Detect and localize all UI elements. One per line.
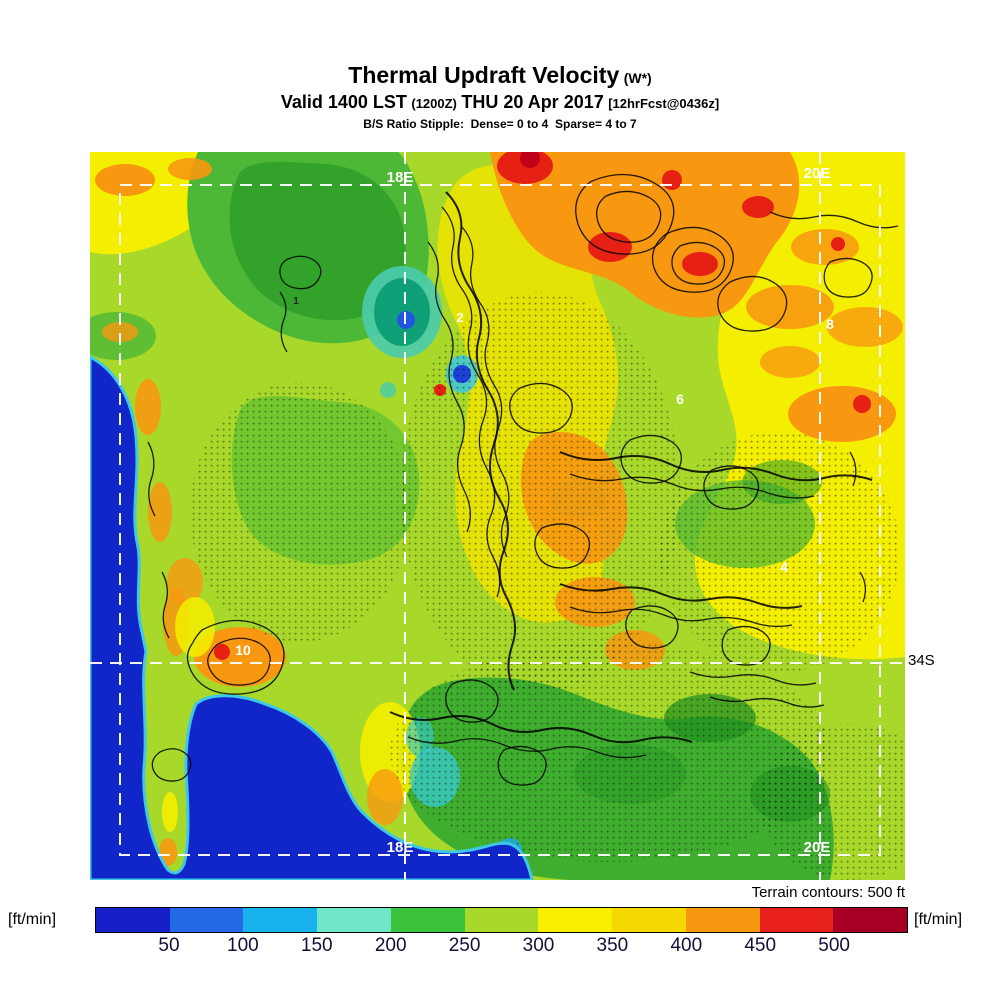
ocean-layer xyxy=(90,355,534,880)
colorbar-tick-label: 450 xyxy=(744,935,777,956)
colorbar-tick-label: 350 xyxy=(596,935,629,956)
colorbar-segment xyxy=(612,908,686,932)
colorbar-unit-right: [ft/min] xyxy=(914,911,963,928)
colorbar-tick-label: 500 xyxy=(818,935,850,956)
map-label: 1 xyxy=(293,296,299,307)
map-label: 18E xyxy=(387,169,414,186)
colorbar-segments xyxy=(95,907,908,933)
colorbar-segment xyxy=(243,908,318,932)
map-label: 20E xyxy=(804,165,831,182)
colorbar-segment xyxy=(464,908,539,932)
valid-zulu: (1200Z) xyxy=(411,96,457,111)
map-label: 4 xyxy=(780,559,788,575)
colorbar-segment xyxy=(96,908,170,932)
terrain-note: Terrain contours: 500 ft xyxy=(751,884,905,901)
map-label: 6 xyxy=(676,391,684,407)
map-area: 18E 20E 18E 20E 2 8 6 4 10 1 xyxy=(90,152,905,880)
chart-title-note: (W*) xyxy=(623,70,652,86)
colorbar-tick-label: 300 xyxy=(522,935,555,956)
colorbar-labels: 50 100 150 200 250 300 350 400 450 500 xyxy=(132,935,871,957)
colorbar-tick-label: 100 xyxy=(227,935,259,956)
colorbar-segment xyxy=(833,908,908,932)
colorbar-unit-left: [ft/min] xyxy=(8,911,57,928)
chart-title: Thermal Updraft Velocity xyxy=(348,62,620,88)
map-label: 20E xyxy=(804,839,831,856)
map-label: 10 xyxy=(235,642,251,658)
valid-date: THU 20 Apr 2017 xyxy=(461,92,604,112)
colorbar-segment xyxy=(390,908,465,932)
map-svg: 18E 20E 18E 20E 2 8 6 4 10 1 xyxy=(90,152,905,880)
forecast-cycle: [12hrFcst@0436z] xyxy=(608,96,720,111)
map-label: 2 xyxy=(456,310,463,325)
colorbar-segment xyxy=(538,908,613,932)
valid-time-line: Valid 1400 LST (1200Z) THU 20 Apr 2017 [… xyxy=(0,92,1000,113)
stipple-note: B/S Ratio Stipple: Dense= 0 to 4 Sparse=… xyxy=(363,117,637,131)
domain-boundary xyxy=(119,184,881,856)
colorbar-tick-label: 250 xyxy=(448,935,481,956)
stipple-layer xyxy=(190,292,905,880)
chart-header: Thermal Updraft Velocity (W*) Valid 1400… xyxy=(0,62,1000,131)
map-label: 18E xyxy=(387,839,414,856)
colorbar-tick-label: 150 xyxy=(300,935,333,956)
map-annotations: 18E 20E 18E 20E 2 8 6 4 10 1 xyxy=(235,165,834,856)
colorbar-tick-label: 400 xyxy=(670,935,703,956)
lat-lon-grid xyxy=(90,152,905,880)
colorbar-tick-label: 200 xyxy=(374,935,407,956)
terrain-contour-layer xyxy=(147,173,899,786)
title-line: Thermal Updraft Velocity (W*) xyxy=(0,62,1000,89)
colorbar-segment xyxy=(317,908,391,932)
map-label: 8 xyxy=(826,316,834,332)
lat-label-34s: 34S xyxy=(908,652,935,669)
valid-time: Valid 1400 LST xyxy=(280,92,407,112)
colorbar-segment xyxy=(685,908,760,932)
colorbar-segment xyxy=(759,908,834,932)
colorbar-segment xyxy=(169,908,244,932)
colorbar-tick-label: 50 xyxy=(158,935,180,956)
